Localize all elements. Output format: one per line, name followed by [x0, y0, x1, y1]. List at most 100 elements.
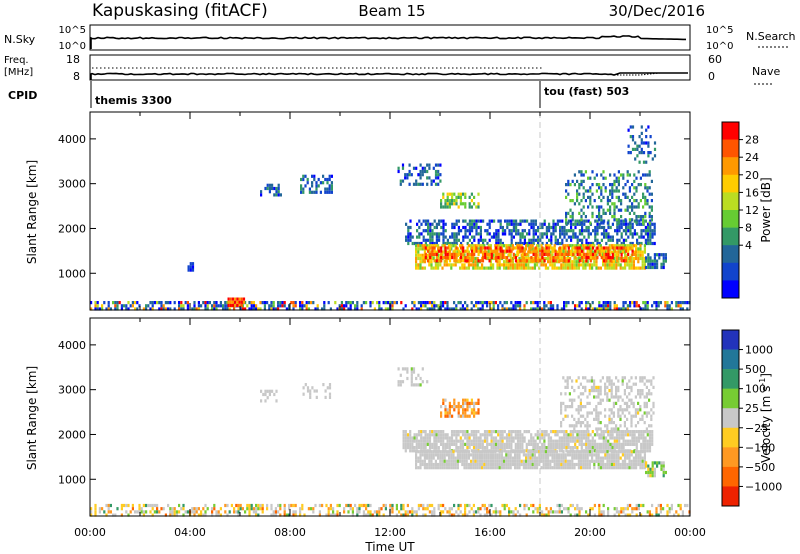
data-cell: [518, 266, 521, 270]
data-cell: [622, 229, 625, 233]
data-cell: [527, 459, 530, 463]
data-cell: [604, 392, 607, 396]
data-cell: [649, 229, 652, 233]
data-cell: [440, 202, 443, 206]
data-cell: [507, 450, 510, 454]
data-cell: [639, 215, 642, 219]
data-cell: [564, 392, 567, 396]
data-cell: [621, 462, 624, 467]
data-cell: [499, 256, 502, 260]
data-cell: [530, 301, 533, 305]
colorbar-tick-label: 100: [745, 383, 766, 396]
data-cell: [547, 446, 550, 450]
data-cell: [558, 503, 561, 508]
data-cell: [650, 414, 653, 418]
data-cell: [610, 453, 613, 457]
data-cell: [619, 417, 622, 421]
data-cell: [580, 446, 583, 450]
data-cell: [492, 459, 495, 463]
data-cell: [628, 462, 631, 467]
data-cell: [527, 256, 530, 261]
data-cell: [498, 462, 501, 467]
data-cell: [584, 405, 587, 409]
data-cell: [648, 411, 651, 415]
data-cell: [534, 222, 537, 226]
data-cell: [429, 246, 432, 250]
data-cell: [606, 450, 609, 454]
data-cell: [622, 222, 625, 226]
data-cell: [624, 301, 627, 305]
data-cell: [631, 252, 634, 256]
data-cell: [585, 229, 588, 233]
data-cell: [475, 411, 478, 415]
data-cell: [555, 456, 558, 460]
data-cell: [326, 177, 329, 182]
data-cell: [608, 389, 611, 393]
data-cell: [615, 427, 618, 431]
data-cell: [649, 151, 652, 155]
data-cell: [569, 249, 573, 253]
data-cell: [433, 241, 436, 246]
data-cell: [422, 246, 425, 250]
data-cell: [409, 232, 412, 236]
data-cell: [550, 235, 553, 239]
data-cell: [519, 307, 522, 311]
data-cell: [136, 307, 139, 311]
data-cell: [404, 176, 407, 180]
data-cell: [435, 252, 438, 256]
data-cell: [536, 507, 539, 511]
data-cell: [583, 256, 586, 260]
data-cell: [457, 229, 460, 233]
data-cell: [607, 446, 610, 450]
data-cell: [446, 252, 449, 256]
data-cell: [96, 304, 99, 308]
data-cell: [492, 304, 495, 308]
data-cell: [193, 301, 196, 305]
data-cell: [444, 259, 447, 263]
data-cell: [562, 417, 565, 421]
data-cell: [499, 433, 502, 437]
data-cell: [558, 249, 562, 253]
data-cell: [538, 462, 541, 467]
data-cell: [598, 442, 601, 446]
data-cell: [647, 151, 650, 155]
data-cell: [615, 304, 618, 308]
data-cell: [315, 395, 318, 399]
data-cell: [584, 385, 587, 389]
data-cell: [431, 238, 434, 242]
data-cell: [292, 513, 295, 517]
data-cell: [566, 244, 569, 248]
data-cell: [441, 462, 444, 467]
data-cell: [508, 430, 511, 434]
data-cell: [131, 301, 134, 305]
data-cell: [605, 232, 608, 236]
data-cell: [288, 307, 291, 311]
data-cell: [507, 453, 510, 457]
data-cell: [585, 304, 588, 308]
data-cell: [631, 241, 634, 246]
data-cell: [628, 173, 631, 177]
data-cell: [643, 247, 646, 251]
data-cell: [347, 307, 350, 311]
data-cell: [630, 266, 633, 270]
data-cell: [400, 503, 403, 508]
data-cell: [602, 450, 605, 454]
data-cell: [624, 253, 627, 257]
data-cell: [521, 433, 524, 437]
data-cell: [666, 503, 669, 508]
data-cell: [400, 301, 403, 305]
data-cell: [628, 466, 631, 470]
data-cell: [494, 301, 497, 305]
data-cell: [626, 195, 629, 199]
data-cell: [633, 507, 636, 511]
data-cell: [596, 442, 599, 446]
data-cell: [479, 513, 482, 517]
data-cell: [522, 263, 525, 267]
data-cell: [423, 450, 426, 454]
data-cell: [613, 450, 616, 454]
data-cell: [622, 433, 625, 437]
data-cell: [588, 266, 591, 270]
data-cell: [612, 411, 615, 415]
data-cell: [618, 307, 621, 311]
data-cell: [475, 436, 478, 440]
